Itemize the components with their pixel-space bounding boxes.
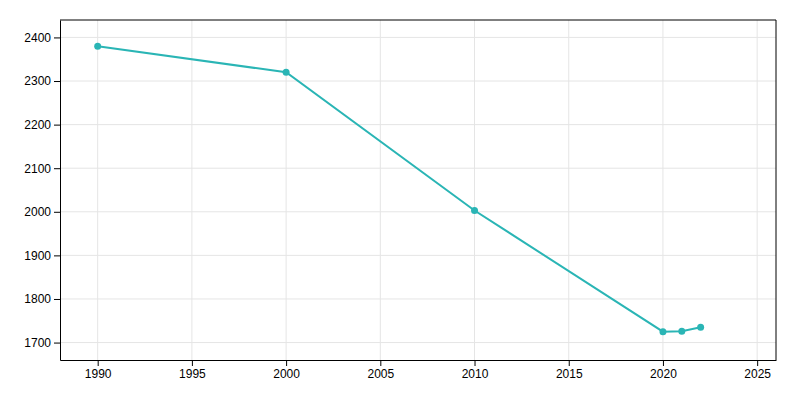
plot-area: 1990 1995 2000 2005 2010 2015 2020 2025 1700 1800… bbox=[24, 20, 776, 381]
tick-mark bbox=[286, 360, 287, 366]
tick: 2025 bbox=[744, 360, 771, 381]
marks bbox=[94, 43, 704, 336]
tick-mark bbox=[569, 360, 570, 366]
tick-label: 1700 bbox=[24, 336, 51, 350]
tick-mark bbox=[663, 360, 664, 366]
grid-line bbox=[60, 211, 776, 212]
tick-label: 2020 bbox=[650, 367, 677, 381]
tick-mark bbox=[98, 360, 99, 366]
tick-label: 1900 bbox=[24, 249, 51, 263]
tick-mark bbox=[54, 81, 60, 82]
grid-line bbox=[60, 81, 776, 82]
tick-label: 2100 bbox=[24, 162, 51, 176]
tick: 2300 bbox=[24, 74, 60, 88]
tick: 1900 bbox=[24, 249, 60, 263]
tick-mark bbox=[54, 212, 60, 213]
grid-line bbox=[60, 255, 776, 256]
tick-label: 1800 bbox=[24, 292, 51, 306]
tick: 2015 bbox=[556, 360, 583, 381]
tick-label: 2300 bbox=[24, 74, 51, 88]
point bbox=[94, 43, 101, 50]
tick: 2020 bbox=[650, 360, 677, 381]
tick-label: 2010 bbox=[462, 367, 489, 381]
tick-label: 2025 bbox=[744, 367, 771, 381]
grid-line bbox=[60, 342, 776, 343]
tick: 2000 bbox=[273, 360, 300, 381]
tick: 2400 bbox=[24, 31, 60, 45]
tick-label: 2000 bbox=[273, 367, 300, 381]
tick: 2000 bbox=[24, 205, 60, 219]
tick-mark bbox=[54, 168, 60, 169]
y-axis: 1700 1800 1900 2000 2100 2200 2300 2400 bbox=[24, 21, 60, 361]
point bbox=[283, 69, 290, 76]
frame bbox=[60, 20, 776, 21]
tick-mark bbox=[757, 360, 758, 366]
grid-line bbox=[474, 20, 475, 360]
tick-label: 2200 bbox=[24, 118, 51, 132]
tick-mark bbox=[54, 343, 60, 344]
point bbox=[659, 328, 666, 335]
grid-line bbox=[380, 20, 381, 360]
point bbox=[697, 324, 704, 331]
grid-line bbox=[757, 20, 758, 360]
tick-mark bbox=[54, 255, 60, 256]
tick: 1995 bbox=[179, 360, 206, 381]
tick: 2200 bbox=[24, 118, 60, 132]
grid-line bbox=[191, 20, 192, 360]
tick-label: 2000 bbox=[24, 205, 51, 219]
tick-mark bbox=[380, 360, 381, 366]
grid-line bbox=[60, 298, 776, 299]
grid-line bbox=[568, 20, 569, 360]
tick: 2010 bbox=[462, 360, 489, 381]
tick-mark bbox=[54, 299, 60, 300]
frame bbox=[776, 20, 777, 360]
tick-mark bbox=[54, 37, 60, 38]
tick: 1800 bbox=[24, 292, 60, 306]
axis-line bbox=[61, 360, 777, 361]
tick-mark bbox=[54, 125, 60, 126]
axis-line bbox=[60, 21, 61, 361]
tick: 2100 bbox=[24, 162, 60, 176]
grid-line bbox=[60, 37, 776, 38]
tick-label: 1995 bbox=[179, 367, 206, 381]
tick-label: 1990 bbox=[85, 367, 112, 381]
point bbox=[678, 328, 685, 335]
grid-line bbox=[662, 20, 663, 360]
tick-label: 2400 bbox=[24, 31, 51, 45]
tick: 1700 bbox=[24, 336, 60, 350]
tick-mark bbox=[192, 360, 193, 366]
tick-label: 2005 bbox=[367, 367, 394, 381]
point bbox=[471, 207, 478, 214]
grid bbox=[60, 20, 776, 360]
line bbox=[98, 46, 701, 332]
chart: 1990 1995 2000 2005 2010 2015 2020 2025 1700 1800… bbox=[0, 0, 800, 400]
grid-line bbox=[60, 124, 776, 125]
x-axis: 1990 1995 2000 2005 2010 2015 2020 2025 bbox=[61, 360, 777, 381]
grid-line bbox=[97, 20, 98, 360]
tick: 1990 bbox=[85, 360, 112, 381]
tick: 2005 bbox=[367, 360, 394, 381]
tick-label: 2015 bbox=[556, 367, 583, 381]
tick-mark bbox=[475, 360, 476, 366]
